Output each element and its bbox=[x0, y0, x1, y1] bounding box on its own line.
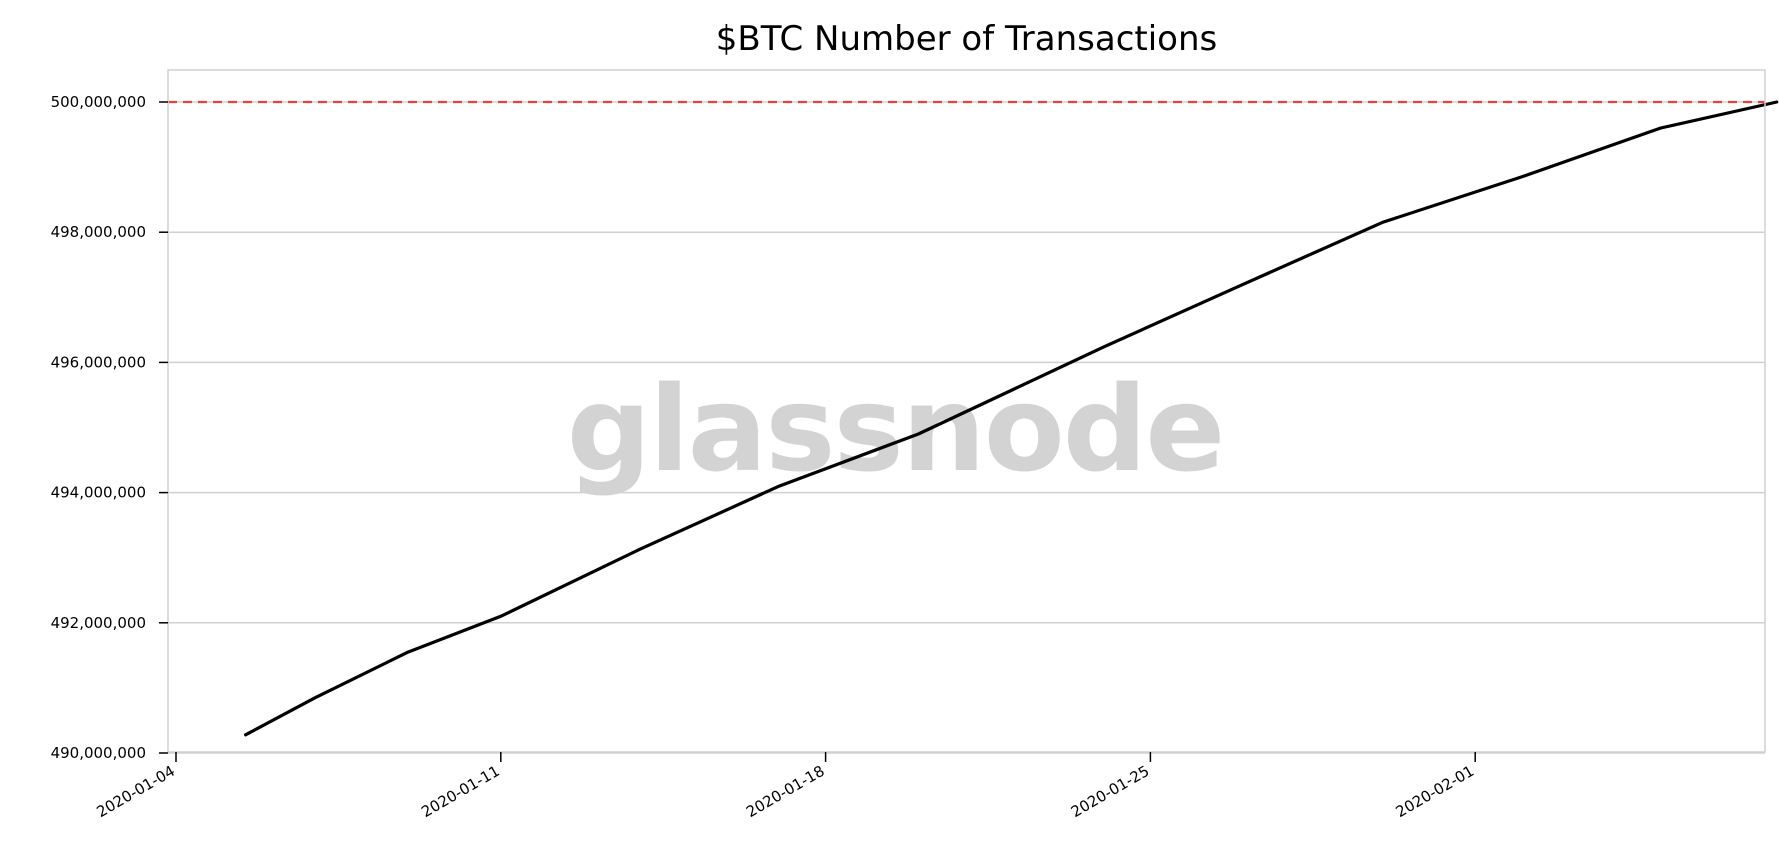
y-tick-label: 500,000,000 bbox=[51, 93, 146, 111]
x-tick-label: 2020-01-25 bbox=[1068, 762, 1153, 821]
series-layer bbox=[244, 100, 1779, 737]
chart-title: $BTC Number of Transactions bbox=[716, 19, 1217, 59]
x-tick-label: 2020-01-11 bbox=[418, 762, 503, 821]
series-line bbox=[244, 100, 1779, 737]
y-tick-label: 496,000,000 bbox=[51, 353, 146, 371]
x-tick-label: 2020-02-01 bbox=[1393, 762, 1478, 821]
x-axis: 2020-01-04 2020-01-11 2020-01-18 2020-01-25… bbox=[93, 752, 1477, 821]
y-tick-label: 492,000,000 bbox=[51, 614, 146, 632]
y-tick-label: 494,000,000 bbox=[51, 484, 146, 502]
x-tick-label: 2020-01-04 bbox=[93, 762, 178, 821]
y-tick-label: 498,000,000 bbox=[51, 223, 146, 241]
y-axis: 490,000,000 492,000,000 494,000,000 496,000… bbox=[51, 93, 168, 762]
plot-frame bbox=[167, 69, 1766, 753]
y-tick-label: 490,000,000 bbox=[51, 744, 146, 762]
x-tick-label: 2020-01-18 bbox=[743, 762, 828, 821]
watermark-logo: glassnode bbox=[567, 360, 1224, 498]
